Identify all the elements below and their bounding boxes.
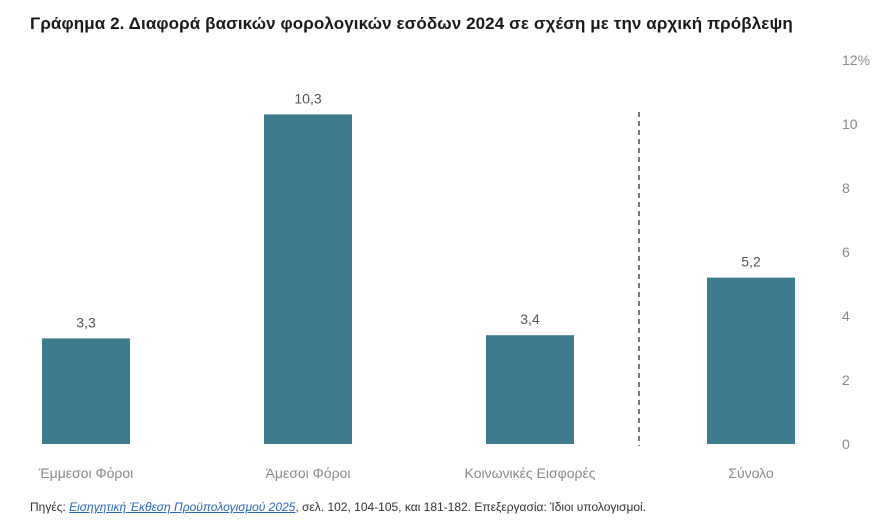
- category-label: Έμμεσοι Φόροι: [38, 465, 134, 481]
- y-tick-label: 4: [842, 308, 850, 324]
- source-link[interactable]: Εισηγητική Έκθεση Προϋπολογισμού 2025: [69, 500, 296, 514]
- chart-title: Γράφημα 2. Διαφορά βασικών φορολογικών ε…: [30, 14, 793, 33]
- y-tick-label: 0: [842, 436, 850, 452]
- data-label: 5,2: [741, 254, 761, 270]
- bar: [42, 338, 130, 444]
- y-tick-label: 6: [842, 244, 850, 260]
- source-suffix: , σελ. 102, 104-105, και 181-182. Επεξερ…: [295, 500, 647, 514]
- bar: [707, 277, 795, 444]
- category-label: Κοινωνικές Εισφορές: [465, 465, 596, 481]
- data-label: 3,4: [520, 311, 540, 327]
- y-tick-label: 12%: [842, 52, 870, 68]
- source-prefix: Πηγές:: [30, 500, 70, 514]
- bar: [264, 114, 352, 445]
- source-note: Πηγές: Εισηγητική Έκθεση Προϋπολογισμού …: [30, 500, 646, 514]
- bar: [486, 335, 574, 444]
- y-tick-label: 2: [842, 372, 850, 388]
- category-label: Σύνολο: [728, 465, 774, 481]
- data-label: 10,3: [294, 90, 321, 106]
- category-label: Άμεσοι Φόροι: [266, 465, 351, 481]
- y-tick-label: 10: [842, 116, 858, 132]
- y-tick-label: 8: [842, 180, 850, 196]
- data-label: 3,3: [76, 314, 96, 330]
